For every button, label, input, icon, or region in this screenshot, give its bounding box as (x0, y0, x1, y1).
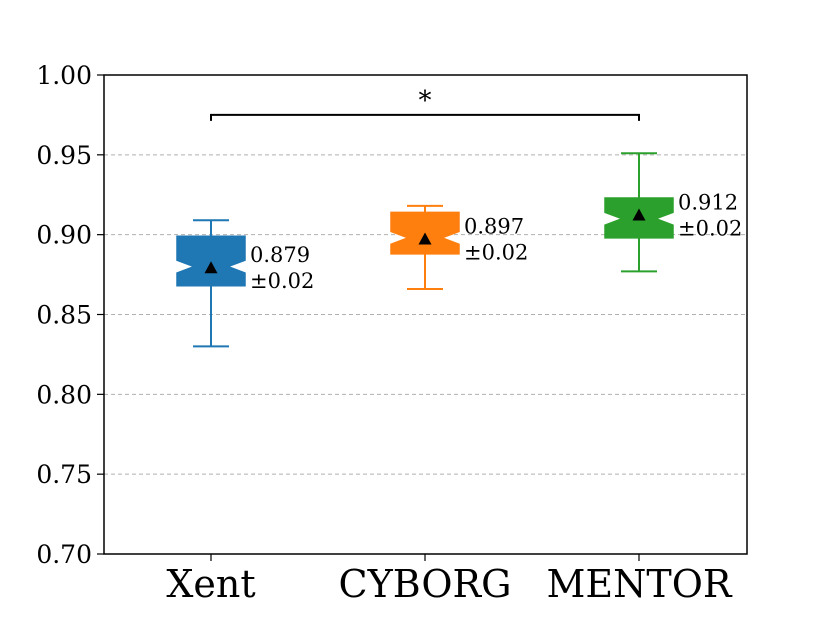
y-tick-label: 0.85 (36, 301, 92, 330)
bracket-line (210, 113, 640, 121)
y-tick-label: 0.70 (36, 540, 92, 569)
notched-box (176, 235, 246, 287)
box-xent: 0.879±0.02 (176, 219, 314, 348)
y-tick-label: 1.00 (36, 61, 92, 90)
boxes-layer: 0.879±0.020.897±0.020.912±0.02 (176, 152, 742, 348)
mean-marker (418, 232, 432, 245)
y-tick-label: 0.90 (36, 221, 92, 250)
box-mentor: 0.912±0.02 (604, 152, 742, 273)
y-tick-label: 0.95 (36, 141, 92, 170)
significance-bracket: * (210, 86, 640, 121)
x-tick-label-xent: Xent (166, 562, 255, 606)
y-tick-label: 0.75 (36, 460, 92, 489)
y-axis: 0.70 0.75 0.80 0.85 0.90 0.95 1.00 (36, 61, 104, 569)
y-tick-label: 0.80 (36, 380, 92, 409)
mean-value-label: 0.912 (678, 191, 738, 215)
x-axis: Xent CYBORG MENTOR (166, 554, 733, 606)
mean-marker (204, 261, 218, 274)
significance-star: * (419, 86, 432, 116)
mean-value-label: 0.879 (250, 243, 310, 267)
mean-value-label: 0.897 (464, 214, 524, 238)
std-value-label: ±0.02 (464, 240, 528, 264)
x-tick-label-cyborg: CYBORG (339, 562, 512, 606)
mean-marker (632, 208, 646, 221)
std-value-label: ±0.02 (678, 217, 742, 241)
box-cyborg: 0.897±0.02 (390, 204, 528, 290)
x-tick-label-mentor: MENTOR (546, 562, 732, 606)
std-value-label: ±0.02 (250, 269, 314, 293)
